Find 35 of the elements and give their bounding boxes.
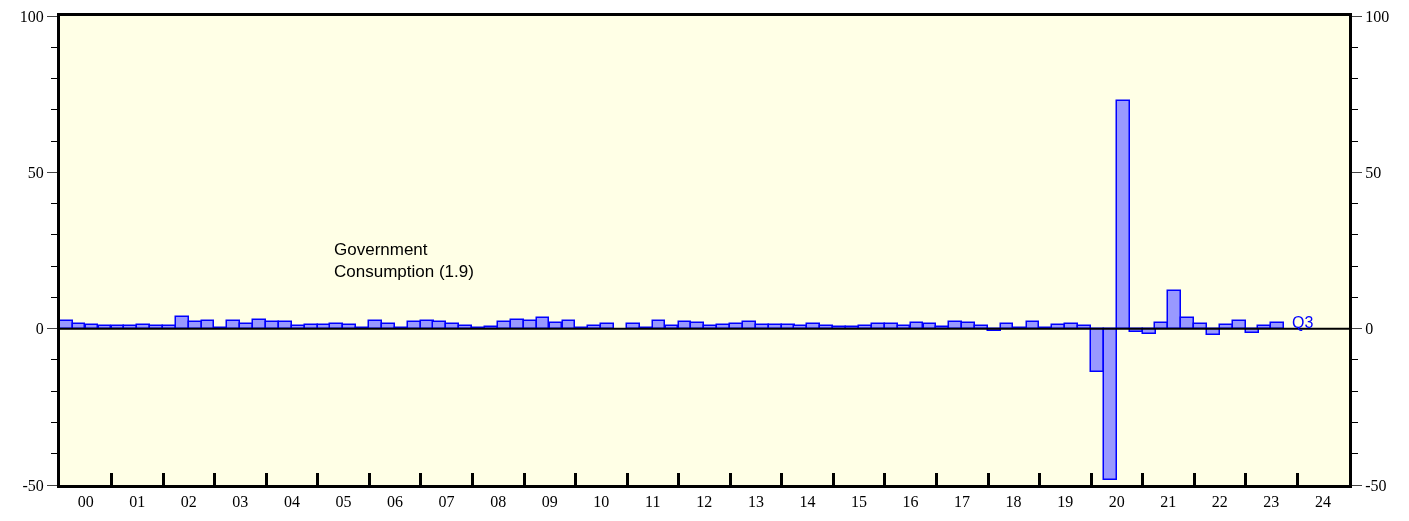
y2-tick-label: 0 [1365,320,1374,338]
x-tick-label: 14 [799,493,816,511]
y-tick-label: 50 [27,163,44,181]
x-tick-label: 17 [954,493,971,511]
x-tick-label: 10 [593,493,610,511]
x-tick-label: 16 [902,493,919,511]
x-tick-label: 13 [747,493,764,511]
x-tick-label: 08 [490,493,507,511]
x-tick-label: 01 [129,493,146,511]
x-tick-label: 23 [1263,493,1280,511]
x-tick-label: 00 [77,493,94,511]
x-tick-label: 21 [1160,493,1177,511]
y2-tick-label: 50 [1365,163,1382,181]
x-tick-label: 02 [180,493,197,511]
x-tick-label: 09 [541,493,558,511]
y-tick-label: 0 [35,320,44,338]
y-tick-label: 100 [19,7,44,25]
annotation: Q3 [1292,314,1314,331]
x-tick-label: 05 [335,493,352,511]
x-tick-label: 03 [232,493,249,511]
x-tick-label: 24 [1315,493,1332,511]
y2-tick-label: 100 [1365,7,1390,25]
x-tick-label: 18 [1005,493,1022,511]
x-tick-label: 06 [386,493,403,511]
x-tick-label: 04 [283,493,300,511]
x-tick-label: 07 [438,493,455,511]
x-tick-label: 20 [1108,493,1125,511]
x-tick-label: 15 [850,493,867,511]
y-tick-label: -50 [22,476,44,494]
x-tick-label: 19 [1057,493,1074,511]
annotation: Government Consumption (1.9) [334,240,474,282]
x-tick-label: 22 [1211,493,1228,511]
x-tick-label: 12 [696,493,713,511]
x-tick-label: 11 [645,493,661,511]
y2-tick-label: -50 [1365,476,1387,494]
